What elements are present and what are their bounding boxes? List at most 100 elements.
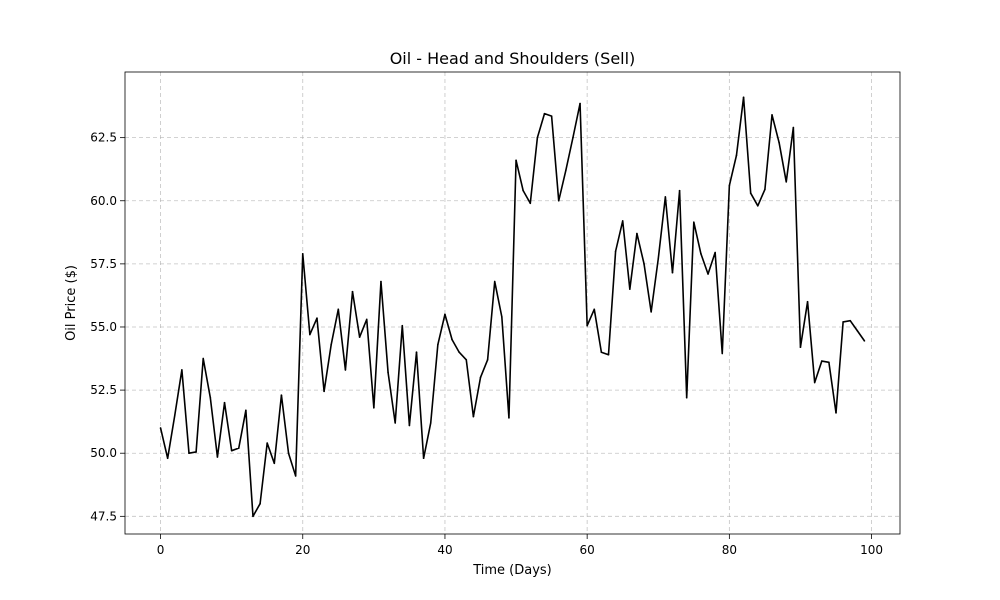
data-point: [387, 371, 389, 374]
data-point: [237, 447, 240, 449]
y-tick-label: 52.5: [90, 383, 117, 397]
grid: [125, 72, 900, 534]
data-point: [749, 192, 752, 194]
data-point: [330, 343, 332, 346]
data-point: [437, 343, 439, 346]
data-point: [380, 280, 382, 283]
data-point: [358, 336, 361, 338]
data-point: [166, 457, 169, 460]
data-point: [458, 351, 460, 354]
data-point: [515, 159, 517, 162]
data-point: [429, 422, 432, 424]
data-point: [657, 258, 660, 260]
data-point: [835, 412, 837, 414]
data-point: [216, 456, 219, 458]
data-point: [614, 250, 617, 253]
data-point: [273, 462, 276, 465]
data-point: [266, 442, 269, 444]
x-tick-label: 0: [157, 543, 165, 557]
x-tick-label: 20: [295, 543, 310, 557]
data-point: [401, 324, 404, 327]
data-point: [202, 357, 205, 360]
data-point: [181, 369, 183, 371]
y-axis-label: Oil Price ($): [64, 265, 79, 341]
data-point: [422, 457, 425, 460]
data-point: [444, 313, 446, 316]
data-point: [415, 351, 418, 354]
data-point: [671, 271, 674, 274]
data-point: [728, 184, 731, 187]
data-point: [230, 449, 233, 452]
data-point: [650, 311, 652, 313]
data-point: [550, 115, 553, 117]
data-point: [493, 280, 496, 283]
data-point: [593, 308, 596, 311]
y-tick-label: 50.0: [90, 446, 117, 460]
data-point: [408, 424, 411, 427]
x-tick-label: 80: [722, 543, 737, 557]
data-point: [316, 317, 318, 319]
data-point: [664, 196, 667, 198]
data-point: [522, 189, 524, 192]
y-tick-label: 62.5: [90, 131, 117, 145]
data-point: [543, 112, 546, 115]
data-point: [501, 316, 503, 318]
data-point: [486, 359, 489, 361]
y-tick-label: 60.0: [90, 194, 117, 208]
x-tick-label: 40: [437, 543, 452, 557]
data-point: [252, 515, 254, 518]
data-point: [792, 126, 795, 129]
data-point: [209, 396, 212, 399]
x-tick-label: 60: [580, 543, 595, 557]
data-point: [693, 221, 695, 224]
data-point: [806, 300, 809, 303]
data-point: [195, 451, 197, 453]
data-point: [159, 427, 162, 429]
data-point: [323, 390, 325, 393]
data-point: [472, 415, 475, 418]
data-point: [529, 202, 532, 205]
data-point: [451, 338, 453, 341]
x-axis-label: Time (Days): [472, 563, 552, 578]
data-point: [778, 141, 780, 144]
chart-title: Oil - Head and Shoulders (Sell): [390, 49, 636, 68]
x-tick-label: 100: [860, 543, 883, 557]
data-point: [557, 199, 560, 202]
plot-frame: [124, 71, 901, 535]
data-point: [849, 319, 852, 322]
data-point: [842, 321, 844, 323]
axis-ticks: 0 20 40 60 80 100 47.5 50.0 52.5 55.0 57.5 60.0 62.5: [90, 131, 883, 557]
data-point: [621, 220, 624, 222]
data-point: [820, 360, 823, 362]
data-point: [863, 340, 866, 342]
data-point: [394, 422, 396, 424]
data-point: [351, 290, 354, 293]
data-point: [700, 252, 702, 255]
data-point: [707, 273, 709, 275]
data-point: [714, 251, 716, 254]
data-point: [344, 369, 347, 371]
data-point: [678, 189, 681, 192]
data-point: [785, 181, 788, 183]
data-point: [579, 102, 581, 105]
data-point: [799, 346, 802, 348]
data-point: [685, 396, 688, 399]
y-tick-label: 55.0: [90, 320, 117, 334]
data-point: [764, 188, 766, 191]
data-point: [294, 475, 297, 477]
data-point: [365, 318, 368, 321]
data-point: [643, 263, 645, 265]
data-point: [465, 359, 468, 361]
data-point: [586, 324, 588, 327]
data-point: [572, 136, 574, 139]
data-point: [173, 414, 176, 417]
data-point: [828, 361, 830, 364]
data-point: [245, 409, 247, 412]
series-group: [159, 96, 866, 518]
data-point: [337, 308, 340, 311]
series-line: [159, 96, 866, 518]
data-point: [636, 232, 638, 235]
data-point: [508, 417, 510, 419]
data-point: [600, 351, 603, 354]
